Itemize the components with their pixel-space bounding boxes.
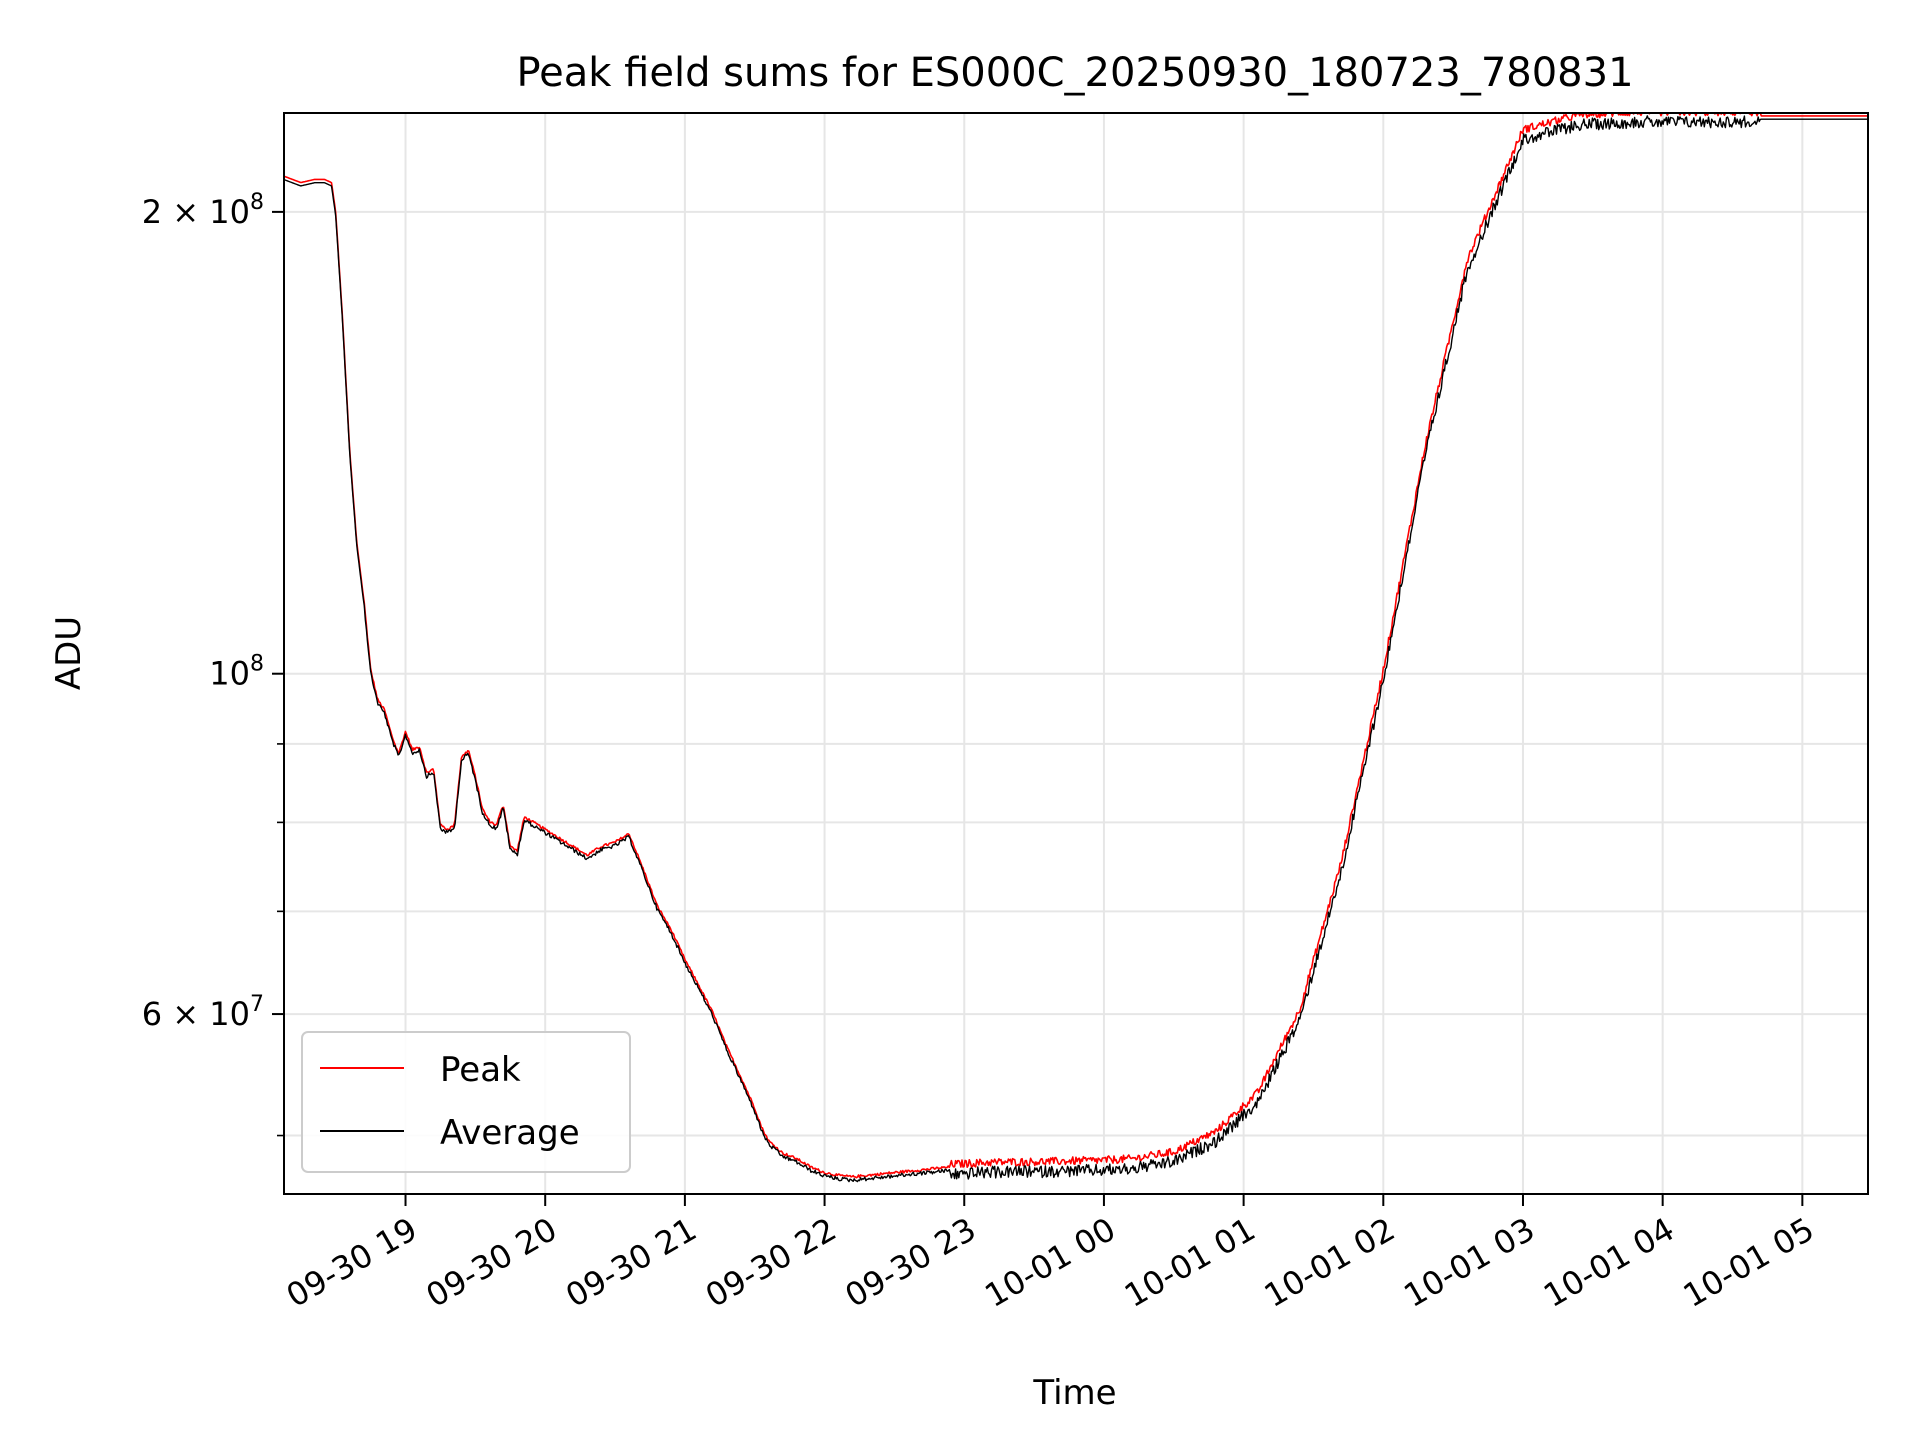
legend-label-average: Average (440, 1113, 580, 1153)
plot-frame (283, 112, 1869, 1195)
series-line-average (283, 115, 1868, 1183)
x-axis-label: Time (1032, 1373, 1116, 1413)
grid-lines (284, 113, 1868, 1194)
y-tick-label: 2 × 108 (142, 190, 264, 231)
legend: Peak Average (301, 1031, 631, 1173)
y-axis-label: ADU (49, 616, 89, 690)
legend-label-peak: Peak (440, 1050, 521, 1090)
chart-title: Peak field sums for ES000C_20250930_1807… (516, 50, 1633, 96)
y-tick-label: 6 × 107 (142, 992, 264, 1033)
